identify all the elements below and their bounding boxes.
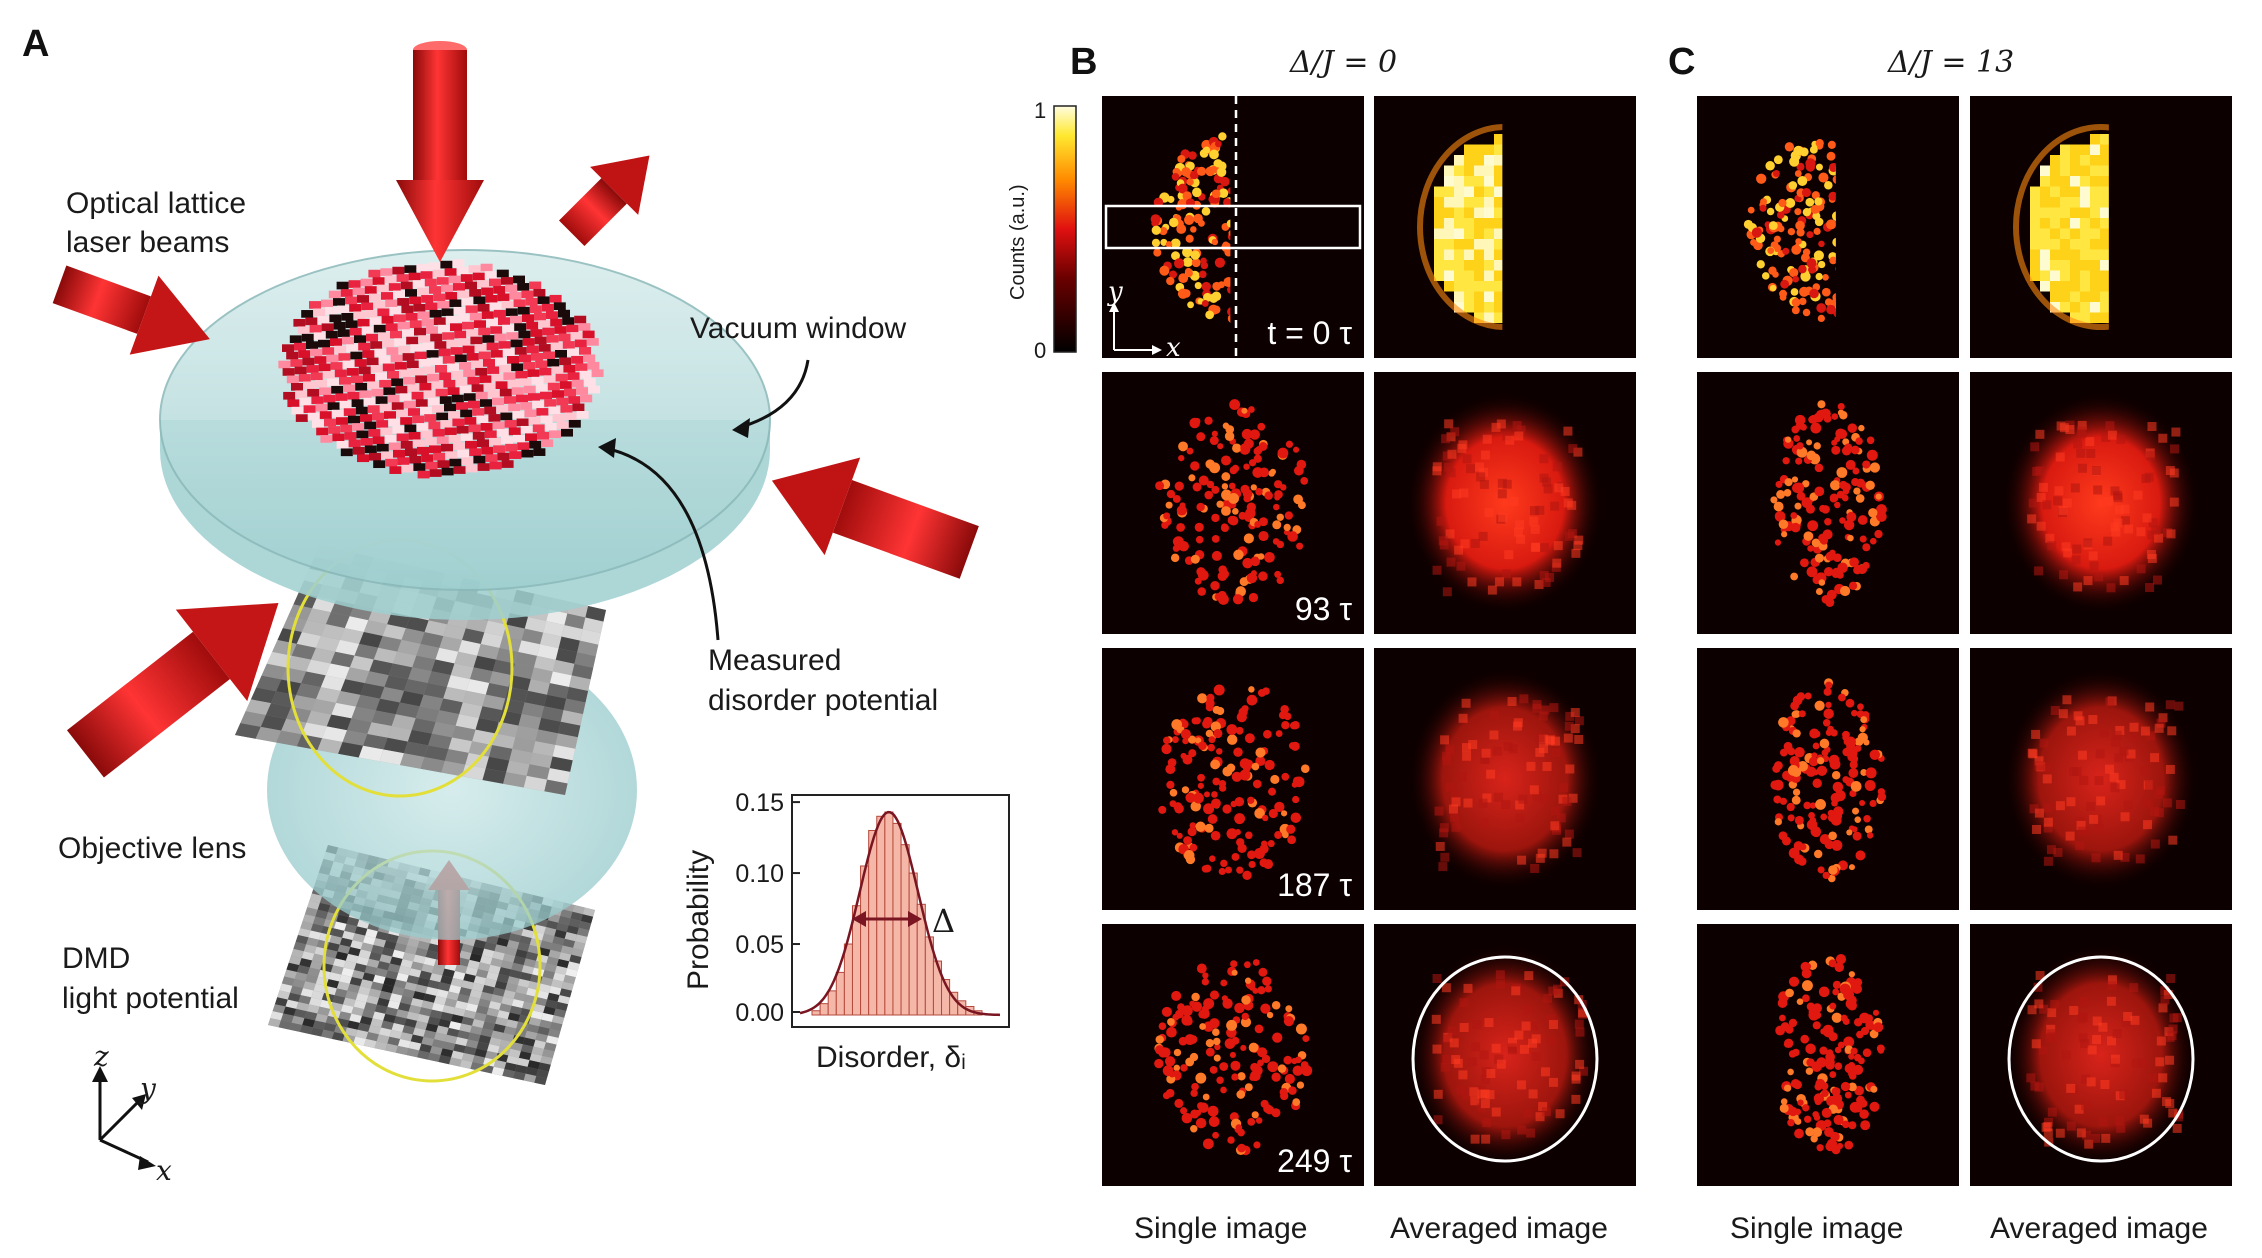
panel-c-letter: C <box>1668 41 1695 83</box>
vacuum-window-pointer <box>737 359 810 430</box>
image-tile: 249 τ <box>1102 924 1364 1186</box>
image-tile: 93 τ <box>1102 372 1364 634</box>
panel-c-title: Δ/J = 13 <box>1887 45 2014 80</box>
measured-label-line2: disorder potential <box>708 684 938 717</box>
histogram-bar <box>827 990 837 1016</box>
image-tile <box>1374 96 1636 358</box>
image-tile <box>1970 924 2232 1186</box>
image-tile <box>1697 648 1959 910</box>
lattice-disorder-pattern <box>278 259 604 479</box>
column-label-b-averaged: Averaged image <box>1390 1212 1608 1245</box>
image-tile <box>1697 372 1959 634</box>
dmd-label-line2: light potential <box>62 982 239 1015</box>
histogram-bar <box>843 943 853 1016</box>
objective-lens-label: Objective lens <box>58 832 246 865</box>
histogram-ylabel: Probability <box>682 850 715 990</box>
image-tile: t = 0 τ <box>1102 96 1364 358</box>
image-tile <box>1697 924 1959 1186</box>
panel-b-title: Δ/J = 0 <box>1289 45 1397 80</box>
histogram-bar <box>900 844 910 1016</box>
histogram-xlabel: Disorder, δᵢ <box>816 1041 966 1074</box>
image-tile <box>1374 924 1636 1186</box>
histogram-ytick-label: 0.00 <box>735 999 784 1027</box>
width-marker-label: Δ <box>932 902 955 940</box>
image-tile <box>1374 648 1636 910</box>
laser-arrow-top <box>396 41 484 262</box>
axis-y-label: y <box>138 1072 157 1105</box>
inset-axis-y: y <box>1107 277 1123 307</box>
image-tile <box>1697 96 1959 358</box>
laser-arrow-top-right <box>558 155 650 247</box>
image-tile: 187 τ <box>1102 648 1364 910</box>
axis-z-label: z <box>93 1040 109 1073</box>
histogram-bar <box>811 1010 821 1016</box>
time-label: 187 τ <box>1277 867 1352 903</box>
colorbar-max: 1 <box>1034 98 1046 123</box>
histogram-frame <box>791 794 1010 1028</box>
column-label-c-single: Single image <box>1730 1212 1903 1245</box>
lattice-label-line1: Optical lattice <box>66 187 246 220</box>
laser-arrow-bottom-left <box>66 603 279 778</box>
histogram-ytick-label: 0.05 <box>735 931 784 959</box>
first-tile-overlays: yx <box>1104 96 1362 363</box>
panel-a-letter: A <box>22 23 49 65</box>
laser-arrow-right <box>771 457 979 579</box>
image-tile <box>1970 372 2232 634</box>
time-label: 93 τ <box>1295 591 1352 627</box>
image-tile <box>1970 648 2232 910</box>
histogram-bar <box>868 829 878 1016</box>
histogram-bar <box>884 811 894 1016</box>
histogram-bar <box>876 815 886 1016</box>
laser-beam-arrows <box>52 41 979 778</box>
dmd-label-line1: DMD <box>62 942 130 975</box>
colorbar: 1 0 Counts (a.u.) <box>1007 98 1077 363</box>
histogram-bar <box>835 971 845 1016</box>
colorbar-label: Counts (a.u.) <box>1007 184 1029 300</box>
histogram-ytick-label: 0.15 <box>735 789 784 817</box>
histogram-bar <box>908 872 918 1016</box>
panel-a: A <box>22 23 979 1187</box>
histogram-bar <box>819 1003 829 1016</box>
measured-label-line1: Measured <box>708 644 841 677</box>
panel-b: B Δ/J = 0 <box>1070 41 1397 83</box>
axis-x-label: x <box>156 1154 172 1187</box>
disorder-histogram: 0.00 0.05 0.10 0.15 Δ Probability Disorder,… <box>682 789 1010 1074</box>
time-label: t = 0 τ <box>1267 315 1352 351</box>
lattice-label-line2: laser beams <box>66 226 229 259</box>
time-label: 249 τ <box>1277 1143 1352 1179</box>
inset-axis-x: x <box>1166 333 1181 363</box>
laser-arrow-left <box>52 265 210 355</box>
vacuum-window-label: Vacuum window <box>690 312 907 345</box>
panel-c: C Δ/J = 13 <box>1668 41 2014 83</box>
image-tile <box>1374 372 1636 634</box>
column-label-b-single: Single image <box>1134 1212 1307 1245</box>
measured-potential-pointer <box>604 446 720 641</box>
histogram-ytick-label: 0.10 <box>735 860 784 888</box>
column-label-c-averaged: Averaged image <box>1990 1212 2208 1245</box>
histogram-gaussian-fit <box>799 810 1001 1017</box>
colorbar-min: 0 <box>1034 338 1046 363</box>
image-tile <box>1970 96 2232 358</box>
panel-b-letter: B <box>1070 41 1097 83</box>
width-marker <box>852 911 922 927</box>
